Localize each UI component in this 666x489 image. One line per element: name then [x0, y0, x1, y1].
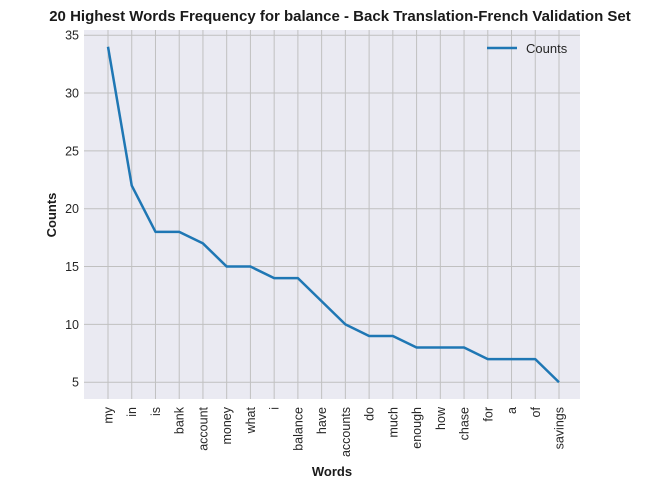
y-tick-label: 5: [72, 376, 79, 390]
x-tick-labels: my in is bank account money what i balance have ac…: [102, 406, 567, 457]
x-tick-label: balance: [291, 407, 305, 451]
x-tick-label: chase: [458, 407, 472, 440]
y-tick-label: 30: [65, 87, 79, 101]
x-tick-label: bank: [173, 406, 187, 434]
x-tick-label: savings: [553, 407, 567, 449]
chart-title: 20 Highest Words Frequency for balance -…: [49, 8, 631, 25]
y-tick-label: 25: [65, 144, 79, 158]
x-tick-label: a: [505, 407, 519, 414]
grid-lines: [84, 30, 580, 399]
x-axis-label: Words: [312, 464, 352, 479]
legend: Counts: [487, 41, 568, 56]
x-tick-label: for: [481, 407, 495, 422]
y-tick-label: 15: [65, 260, 79, 274]
x-tick-label: much: [386, 407, 400, 438]
y-tick-label: 20: [65, 202, 79, 216]
x-tick-label: account: [196, 406, 210, 450]
x-tick-label: have: [315, 407, 329, 434]
x-tick-label: enough: [410, 407, 424, 449]
plot-area: [84, 30, 580, 399]
x-tick-label: my: [102, 406, 116, 423]
x-tick-label: of: [529, 406, 543, 417]
x-tick-label: i: [268, 407, 282, 410]
series-layer: [106, 46, 560, 384]
y-tick-label: 10: [65, 318, 79, 332]
x-tick-label: do: [363, 407, 377, 421]
x-tick-label: what: [244, 406, 258, 434]
y-axis-label: Counts: [44, 193, 59, 238]
x-tick-label: money: [220, 406, 234, 444]
y-tick-label: 35: [65, 29, 79, 43]
x-tick-label: in: [125, 407, 139, 417]
y-tick-labels: 5 10 15 20 25 30 35: [65, 29, 79, 390]
legend-label-counts: Counts: [526, 41, 568, 56]
x-tick-label: how: [434, 406, 448, 430]
x-tick-label: is: [149, 407, 163, 416]
x-tick-label: accounts: [339, 407, 353, 457]
series-line-counts: [106, 46, 560, 384]
